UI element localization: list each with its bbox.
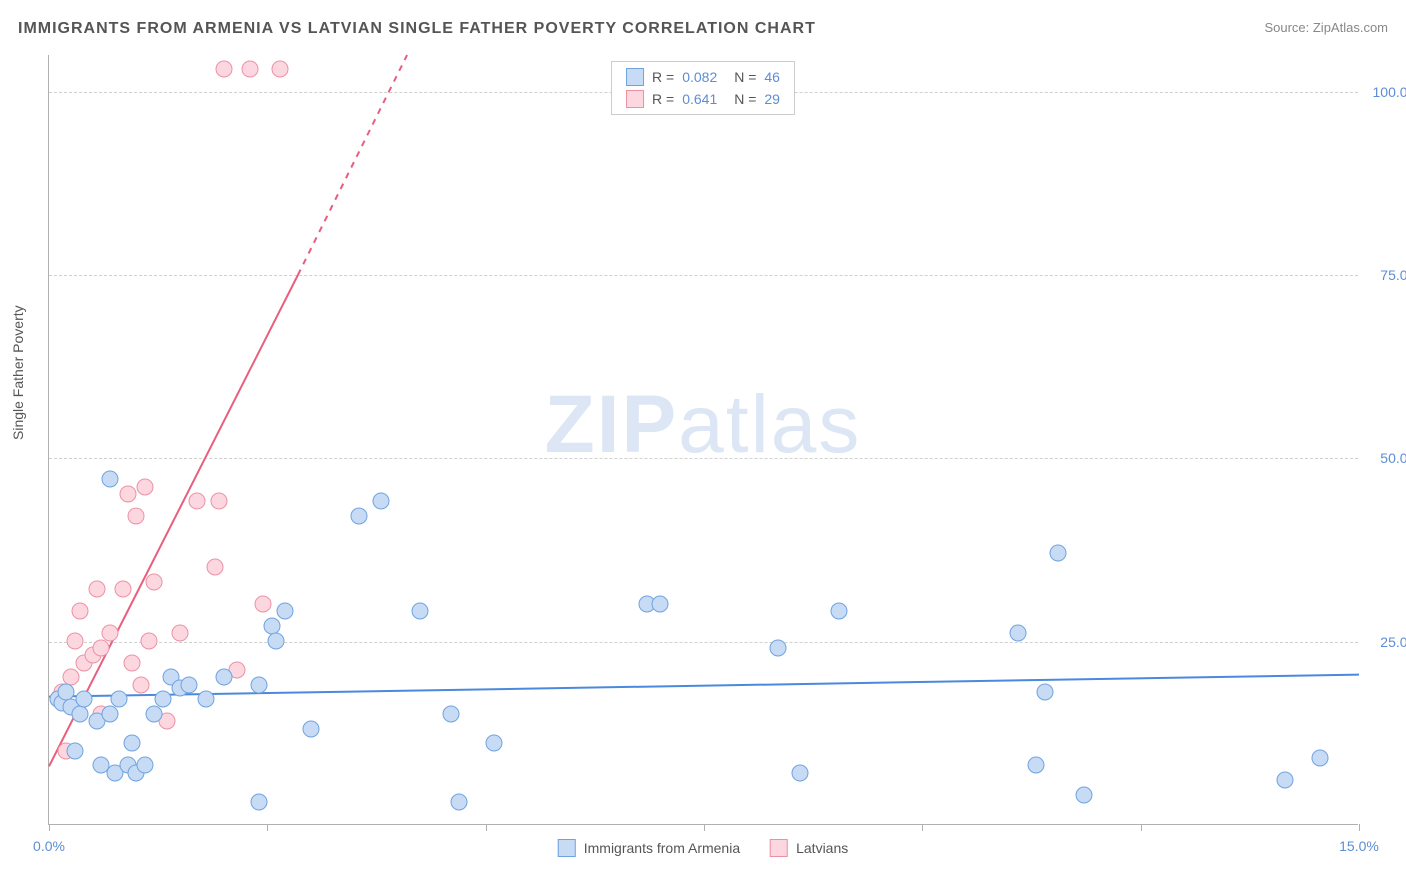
x-tick	[267, 824, 268, 831]
scatter-point-a	[372, 493, 389, 510]
scatter-point-b	[145, 574, 162, 591]
x-tick	[922, 824, 923, 831]
r-value-a: 0.082	[682, 69, 726, 85]
scatter-point-b	[241, 60, 258, 77]
x-tick	[486, 824, 487, 831]
chart-area: ZIPatlas 25.0%50.0%75.0%100.0%0.0%15.0% …	[48, 55, 1358, 825]
source-attribution: Source: ZipAtlas.com	[1264, 20, 1388, 35]
scatter-point-b	[141, 632, 158, 649]
scatter-point-a	[442, 706, 459, 723]
scatter-point-a	[1010, 625, 1027, 642]
scatter-point-b	[128, 508, 145, 525]
trend-line	[298, 55, 407, 275]
scatter-point-b	[272, 60, 289, 77]
scatter-point-a	[486, 735, 503, 752]
chart-title: IMMIGRANTS FROM ARMENIA VS LATVIAN SINGL…	[18, 20, 816, 38]
scatter-point-a	[412, 603, 429, 620]
r-label: R =	[652, 69, 674, 85]
correlation-legend: R = 0.082 N = 46 R = 0.641 N = 29	[611, 61, 795, 115]
scatter-point-a	[1276, 772, 1293, 789]
scatter-point-a	[1036, 684, 1053, 701]
scatter-point-a	[770, 640, 787, 657]
scatter-point-a	[652, 596, 669, 613]
scatter-point-a	[792, 764, 809, 781]
series-legend: Immigrants from Armenia Latvians	[558, 839, 849, 857]
scatter-point-a	[137, 757, 154, 774]
trend-lines-layer	[49, 55, 1358, 824]
scatter-point-b	[71, 603, 88, 620]
scatter-point-a	[250, 676, 267, 693]
scatter-point-b	[172, 625, 189, 642]
y-tick-label: 100.0%	[1365, 84, 1406, 100]
scatter-point-a	[198, 691, 215, 708]
scatter-point-b	[89, 581, 106, 598]
scatter-point-a	[451, 794, 468, 811]
swatch-series-b	[770, 839, 788, 857]
swatch-series-b	[626, 90, 644, 108]
legend-row-a: R = 0.082 N = 46	[626, 66, 780, 88]
n-label: N =	[734, 69, 756, 85]
y-tick-label: 75.0%	[1365, 267, 1406, 283]
x-tick	[704, 824, 705, 831]
scatter-point-a	[250, 794, 267, 811]
scatter-point-a	[1027, 757, 1044, 774]
scatter-point-a	[102, 471, 119, 488]
scatter-point-a	[1049, 544, 1066, 561]
scatter-point-a	[123, 735, 140, 752]
y-tick-label: 25.0%	[1365, 634, 1406, 650]
plot-region: 25.0%50.0%75.0%100.0%0.0%15.0%	[48, 55, 1358, 825]
x-tick	[49, 824, 50, 831]
scatter-point-a	[1075, 786, 1092, 803]
swatch-series-a	[558, 839, 576, 857]
x-tick-label: 0.0%	[33, 838, 65, 854]
scatter-point-a	[102, 706, 119, 723]
r-label: R =	[652, 91, 674, 107]
scatter-point-a	[831, 603, 848, 620]
n-label: N =	[734, 91, 756, 107]
scatter-point-b	[93, 640, 110, 657]
scatter-point-a	[276, 603, 293, 620]
legend-item-b: Latvians	[770, 839, 848, 857]
trend-line	[49, 675, 1359, 697]
scatter-point-a	[1311, 750, 1328, 767]
scatter-point-b	[102, 625, 119, 642]
scatter-point-b	[67, 632, 84, 649]
y-tick-label: 50.0%	[1365, 450, 1406, 466]
scatter-point-b	[211, 493, 228, 510]
scatter-point-a	[215, 669, 232, 686]
legend-label-a: Immigrants from Armenia	[584, 840, 740, 856]
r-value-b: 0.641	[682, 91, 726, 107]
x-tick	[1141, 824, 1142, 831]
swatch-series-a	[626, 68, 644, 86]
scatter-point-b	[215, 60, 232, 77]
x-tick-label: 15.0%	[1339, 838, 1379, 854]
scatter-point-b	[132, 676, 149, 693]
x-tick	[1359, 824, 1360, 831]
scatter-point-a	[71, 706, 88, 723]
scatter-point-b	[137, 478, 154, 495]
y-axis-label: Single Father Poverty	[10, 305, 26, 440]
scatter-point-a	[110, 691, 127, 708]
scatter-point-b	[119, 486, 136, 503]
scatter-point-a	[67, 742, 84, 759]
scatter-point-b	[254, 596, 271, 613]
scatter-point-a	[145, 706, 162, 723]
scatter-point-a	[154, 691, 171, 708]
legend-row-b: R = 0.641 N = 29	[626, 88, 780, 110]
scatter-point-a	[351, 508, 368, 525]
legend-label-b: Latvians	[796, 840, 848, 856]
scatter-point-b	[123, 654, 140, 671]
n-value-b: 29	[764, 91, 780, 107]
n-value-a: 46	[764, 69, 780, 85]
scatter-point-a	[303, 720, 320, 737]
scatter-point-a	[75, 691, 92, 708]
legend-item-a: Immigrants from Armenia	[558, 839, 740, 857]
scatter-point-b	[206, 559, 223, 576]
scatter-point-a	[180, 676, 197, 693]
scatter-point-a	[268, 632, 285, 649]
scatter-point-b	[189, 493, 206, 510]
scatter-point-b	[115, 581, 132, 598]
